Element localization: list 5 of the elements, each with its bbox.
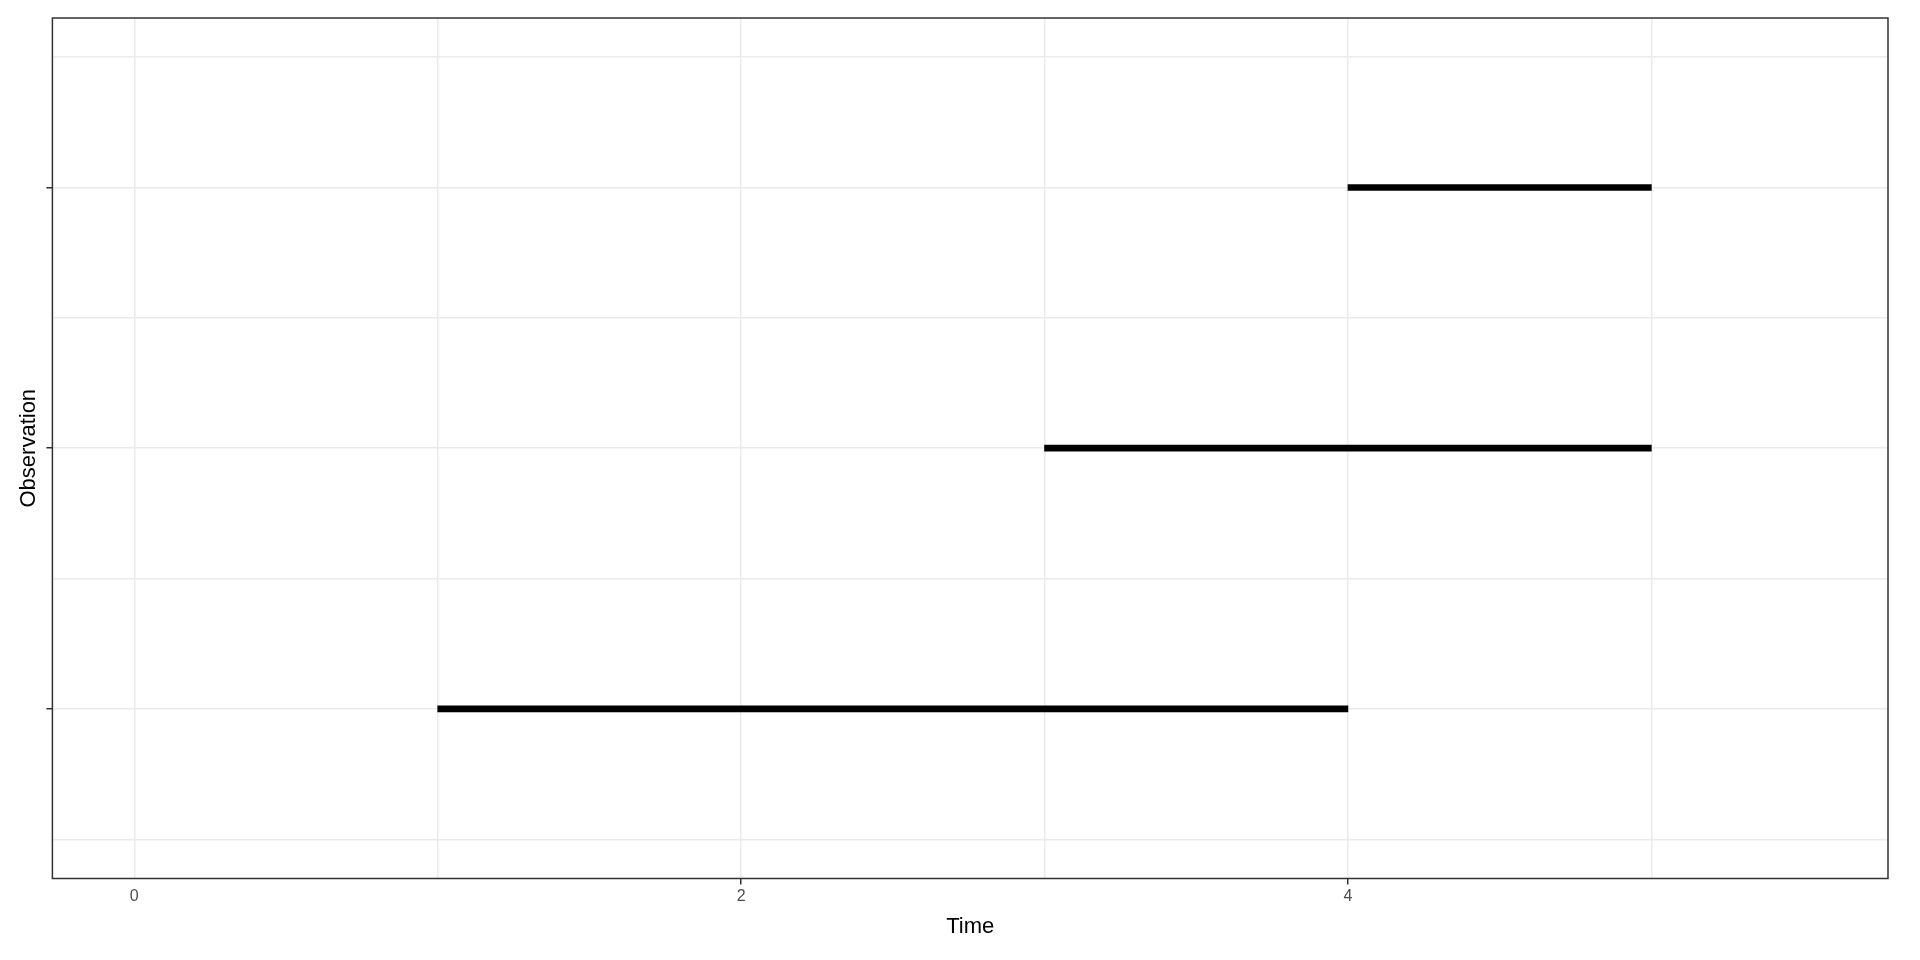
- x-tick-label: 4: [1343, 887, 1353, 905]
- x-tick-label: 2: [736, 887, 746, 905]
- x-tick-label: 0: [129, 887, 139, 905]
- x-axis-title: Time: [946, 912, 995, 938]
- y-axis-title: Observation: [15, 388, 41, 508]
